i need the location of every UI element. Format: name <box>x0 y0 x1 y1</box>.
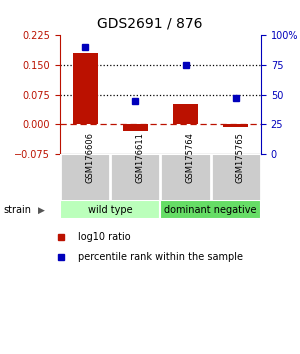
Text: ▶: ▶ <box>38 205 44 215</box>
Text: strain: strain <box>3 205 31 215</box>
Text: log10 ratio: log10 ratio <box>78 232 130 242</box>
Bar <box>223 124 248 127</box>
Text: GSM176606: GSM176606 <box>85 132 94 183</box>
Text: GSM176611: GSM176611 <box>135 132 144 183</box>
Text: percentile rank within the sample: percentile rank within the sample <box>78 252 243 262</box>
Bar <box>60 200 160 219</box>
Bar <box>160 200 261 219</box>
Text: GDS2691 / 876: GDS2691 / 876 <box>97 16 203 30</box>
Text: dominant negative: dominant negative <box>164 205 257 215</box>
Bar <box>173 104 198 124</box>
Text: wild type: wild type <box>88 205 133 215</box>
Text: GSM175765: GSM175765 <box>236 132 245 183</box>
Bar <box>123 124 148 131</box>
Bar <box>73 53 98 124</box>
Text: GSM175764: GSM175764 <box>186 132 195 183</box>
